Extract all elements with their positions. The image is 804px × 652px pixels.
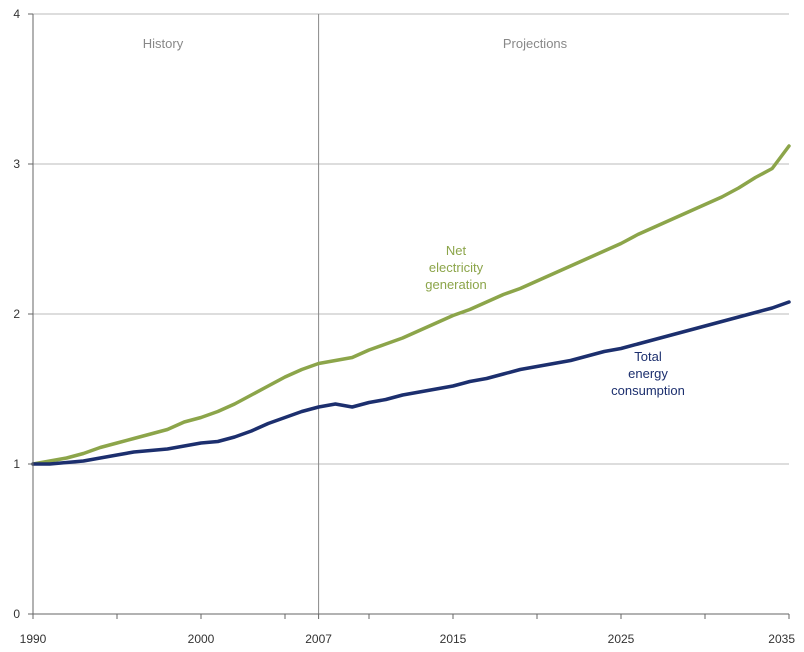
series-lines (31, 144, 791, 466)
series-line-energy (31, 300, 791, 466)
grid (33, 13, 789, 465)
series-label-electricity: Net electricity generation (425, 243, 486, 292)
y-tick-label: 0 (13, 607, 20, 621)
y-tick-label: 4 (13, 7, 20, 21)
series-label-line: consumption (611, 383, 685, 398)
y-tick-label: 1 (13, 457, 20, 471)
x-tick-label: 2025 (608, 632, 635, 646)
y-tick-label: 2 (13, 307, 20, 321)
series-label-energy: Total energy consumption (611, 349, 685, 398)
x-tick-label: 2000 (188, 632, 215, 646)
series-label-line: Total (634, 349, 662, 364)
region-label-projections: Projections (503, 36, 568, 51)
series-label-line: energy (628, 366, 668, 381)
x-tick-label: 2007 (305, 632, 332, 646)
x-tick-label: 2035 (768, 632, 795, 646)
y-tick-label: 3 (13, 157, 20, 171)
series-label-line: Net (446, 243, 467, 258)
x-tick-label: 1990 (20, 632, 47, 646)
series-line-electricity (31, 144, 791, 466)
series-labels: Net electricity generation Total energy consu… (425, 243, 685, 398)
series-label-line: generation (425, 277, 486, 292)
region-label-history: History (143, 36, 184, 51)
x-tick-label: 2015 (440, 632, 467, 646)
series-label-line: electricity (429, 260, 484, 275)
axes: 0 1 2 3 4 1990 2000 2007 2015 2025 2035 (13, 7, 795, 646)
